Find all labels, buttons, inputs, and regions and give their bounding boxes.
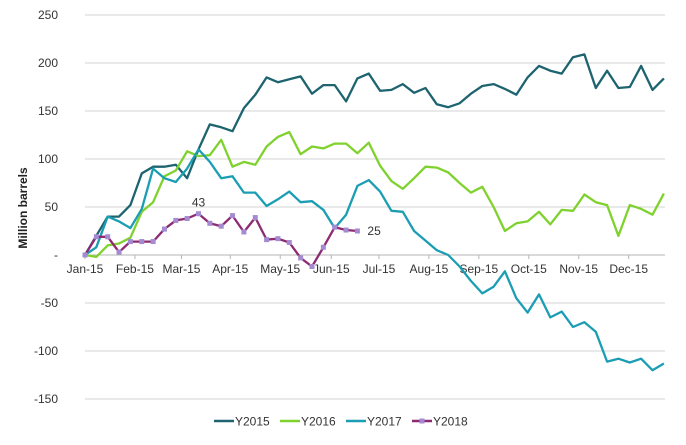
x-tick-label: May-15 [260, 262, 300, 276]
x-tick-label: Dec-15 [609, 262, 648, 276]
y-tick-label: 200 [38, 56, 58, 70]
x-tick-label: Aug-15 [410, 262, 449, 276]
y-axis-ticks: 250 200 150 100 50 - -50 -100 -150 [34, 8, 58, 406]
legend-label: Y2017 [367, 415, 402, 429]
data-point-y2018 [275, 236, 281, 242]
data-point-y2018 [264, 237, 270, 243]
y-tick-label: 250 [38, 8, 58, 22]
x-tick-label: Jul-15 [363, 262, 396, 276]
x-tick-label: Oct-15 [511, 262, 547, 276]
x-tick-label: Nov-15 [559, 262, 598, 276]
x-axis: Jan-15 Feb-15 Mar-15 Apr-15 May-15 Jun-15 Jul-… [67, 255, 648, 276]
data-point-y2018 [82, 252, 88, 258]
data-point-y2018 [139, 239, 145, 245]
x-tick-label: Jan-15 [67, 262, 104, 276]
series-line-y2016 [84, 130, 665, 259]
legend-label: Y2018 [433, 415, 468, 429]
y-tick-label: 100 [38, 152, 58, 166]
series-line-y2017 [84, 148, 665, 372]
data-point-y2018 [93, 234, 99, 240]
annotations: 43 25 [192, 196, 381, 238]
series-lines [82, 53, 665, 372]
y-tick-label: 50 [45, 200, 59, 214]
legend: Y2015 Y2016 Y2017 Y2018 [214, 415, 468, 429]
gridlines [85, 14, 665, 400]
data-point-y2018 [343, 227, 349, 233]
legend-label: Y2016 [301, 415, 336, 429]
data-point-y2018 [354, 228, 360, 234]
x-tick-label: Mar-15 [162, 262, 200, 276]
x-tick-label: Feb-15 [116, 262, 154, 276]
y-axis-title: Million barrels [16, 167, 30, 249]
data-point-y2018 [298, 255, 304, 261]
data-point-y2018 [309, 264, 315, 270]
data-point-y2018 [173, 217, 179, 223]
data-point-y2018 [332, 224, 338, 230]
legend-marker-icon [419, 418, 425, 424]
data-point-y2018 [320, 244, 326, 250]
y-tick-label: -100 [34, 344, 58, 358]
legend-label: Y2015 [235, 415, 270, 429]
y-tick-label: 150 [38, 104, 58, 118]
data-point-y2018 [196, 211, 201, 217]
x-tick-label: Sep-15 [459, 262, 498, 276]
data-point-y2018 [230, 213, 236, 219]
y-tick-label: - [54, 248, 58, 262]
data-point-y2018 [105, 234, 111, 240]
x-tick-label: Apr-15 [212, 262, 248, 276]
y-tick-label: -50 [41, 296, 59, 310]
data-point-y2018 [150, 239, 156, 245]
data-point-y2018 [207, 220, 213, 226]
data-point-y2018 [241, 229, 247, 235]
data-point-y2018 [252, 215, 258, 221]
data-point-y2018 [116, 249, 122, 255]
data-point-y2018 [161, 226, 167, 232]
data-label: 25 [367, 224, 381, 238]
x-tick-label: Jun-15 [313, 262, 350, 276]
data-point-y2018 [127, 239, 133, 245]
data-point-y2018 [184, 216, 190, 222]
series-line-y2015 [84, 53, 665, 256]
y-tick-label: -150 [34, 392, 58, 406]
data-point-y2018 [286, 240, 292, 246]
data-point-y2018 [218, 223, 224, 229]
data-label: 43 [192, 196, 206, 210]
